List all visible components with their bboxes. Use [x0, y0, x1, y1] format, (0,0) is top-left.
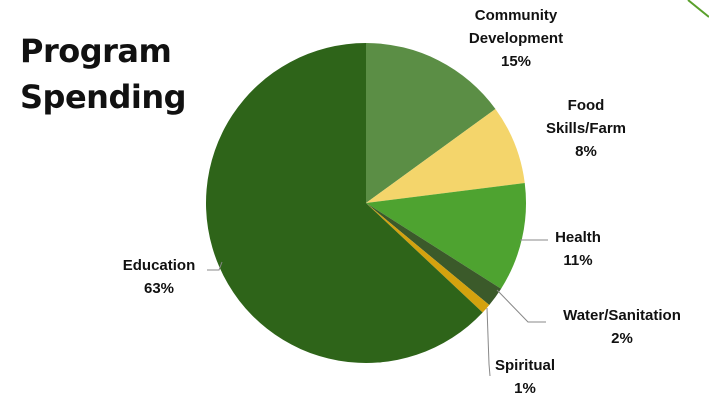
- slice-percent-label: 63%: [144, 280, 174, 297]
- slice-percent-label: 1%: [514, 380, 536, 397]
- pie-slice-education: [205, 43, 483, 363]
- leader-line: [207, 261, 223, 271]
- pie-slice-spiritual: [366, 203, 490, 313]
- slice-percent-label: 11%: [563, 252, 592, 269]
- slice-name-label: Development: [469, 30, 563, 47]
- chart-title-line-2: Spending: [20, 78, 187, 116]
- slice-name-label: Spiritual: [495, 357, 555, 374]
- slice-percent-label: 2%: [611, 330, 633, 347]
- leader-line: [496, 289, 546, 323]
- slice-name-label: Health: [555, 229, 601, 246]
- slice-name-label: Education: [123, 257, 196, 274]
- corner-accent-arc: [687, 0, 709, 18]
- slice-name-label: Food: [568, 97, 605, 114]
- leader-line: [486, 307, 491, 377]
- pie-slice-health: [366, 182, 527, 289]
- pie-slice-community-development: [366, 42, 496, 203]
- slice-percent-label: 8%: [575, 143, 597, 160]
- pie-slices: [205, 42, 527, 363]
- leader-lines: [207, 239, 548, 377]
- pie-slice-water-sanitation: [366, 203, 502, 305]
- pie-slice-food-skills-farm: [366, 108, 525, 203]
- slice-name-label: Skills/Farm: [546, 120, 626, 137]
- slice-labels: Community Development 15% Food Skills/Farm 8%…: [123, 7, 681, 397]
- slice-name-label: Water/Sanitation: [563, 307, 681, 324]
- slice-percent-label: 15%: [501, 53, 531, 70]
- slice-name-label: Community: [475, 7, 558, 24]
- chart-title: Program Spending: [20, 28, 200, 120]
- chart-title-line-1: Program: [20, 32, 172, 70]
